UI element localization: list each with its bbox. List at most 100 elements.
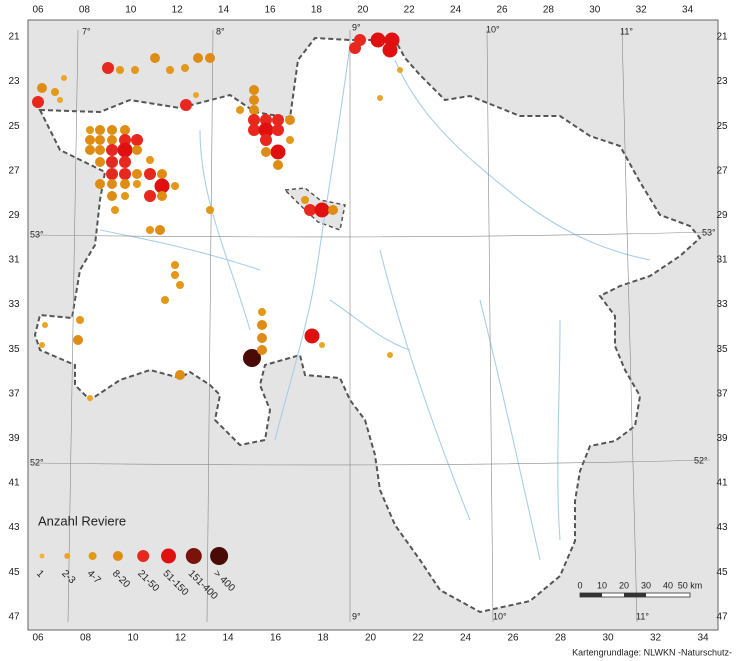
occurrence-dot (76, 316, 84, 324)
occurrence-dot (155, 225, 165, 235)
occurrence-dot (119, 168, 131, 180)
occurrence-dot (272, 114, 284, 126)
graticule-label: 8° (216, 26, 225, 36)
occurrence-dot (144, 168, 156, 180)
occurrence-dot (193, 53, 203, 63)
grid-label: 08 (80, 633, 92, 644)
grid-label: 47 (716, 611, 728, 622)
occurrence-dot (260, 114, 272, 126)
occurrence-dot (181, 64, 189, 72)
grid-label: 29 (8, 210, 20, 221)
occurrence-dot (387, 352, 393, 358)
grid-label: 16 (264, 5, 276, 16)
occurrence-dot (157, 169, 167, 179)
occurrence-dot (257, 345, 267, 355)
scale-label: 30 (641, 580, 651, 590)
occurrence-dot (261, 147, 271, 157)
occurrence-dot (132, 145, 142, 155)
graticule-label: 53° (30, 229, 44, 239)
occurrence-dot (206, 206, 214, 214)
graticule-label: 53° (702, 227, 716, 237)
graticule-label: 52° (30, 457, 44, 467)
occurrence-dot (161, 296, 169, 304)
occurrence-dot (95, 135, 105, 145)
legend-symbol (39, 553, 45, 559)
occurrence-dot (95, 157, 105, 167)
grid-label: 25 (8, 121, 20, 132)
grid-label: 21 (716, 32, 728, 43)
credit: Kartengrundlage: NLWKN -Naturschutz- (572, 647, 732, 657)
occurrence-dot (258, 308, 266, 316)
grid-label: 35 (716, 344, 728, 355)
graticule (34, 29, 711, 623)
grid-label: 33 (716, 299, 728, 310)
occurrence-dot (133, 180, 141, 188)
occurrence-dot (377, 95, 383, 101)
occurrence-dot (107, 179, 117, 189)
occurrence-dot (111, 206, 119, 214)
occurrence-dot (95, 179, 105, 189)
occurrence-dot (116, 66, 124, 74)
grid-label: 16 (270, 633, 282, 644)
occurrence-dot (106, 144, 118, 156)
grid-label: 21 (8, 32, 20, 43)
occurrence-dot (73, 335, 83, 345)
occurrence-dot (102, 62, 114, 74)
occurrence-dot (171, 261, 179, 269)
occurrence-dot (42, 322, 48, 328)
occurrence-dot (132, 169, 142, 179)
occurrence-dot (349, 42, 361, 54)
grid-label: 23 (716, 76, 728, 87)
occurrence-dot (154, 178, 170, 194)
occurrence-dot (304, 204, 316, 216)
occurrence-dot (87, 395, 93, 401)
occurrence-dot (131, 66, 139, 74)
grid-label: 22 (404, 5, 416, 16)
legend-symbol (112, 551, 123, 561)
rivers (99, 44, 651, 561)
occurrence-dot (106, 168, 118, 180)
grid-label: 29 (716, 210, 728, 221)
occurrence-dot (180, 99, 192, 111)
occurrence-dot (107, 125, 117, 135)
grid-label: 31 (716, 255, 728, 266)
grid-label: 28 (543, 5, 555, 16)
grid-label: 23 (8, 76, 20, 87)
legend-symbol (88, 552, 97, 560)
grid-label: 37 (716, 388, 728, 399)
grid-label: 32 (636, 5, 648, 16)
occurrence-dot (119, 156, 131, 168)
legend-symbol (64, 553, 71, 559)
grid-label: 45 (8, 567, 20, 578)
occurrence-dot (249, 85, 259, 95)
occurrence-dot (175, 370, 185, 380)
occurrence-dot (121, 192, 129, 200)
grid-label: 33 (8, 299, 20, 310)
grid-label: 24 (460, 633, 472, 644)
grid-label: 31 (8, 255, 20, 266)
occurrence-dot (270, 144, 286, 160)
scale-bar (579, 592, 691, 598)
occurrence-dot (257, 320, 267, 330)
occurrence-dot (144, 190, 156, 202)
occurrence-dot (248, 124, 260, 136)
grid-label: 32 (650, 633, 662, 644)
grid-label: 10 (125, 5, 137, 16)
legend-symbol (161, 548, 176, 564)
grid-label: 30 (602, 633, 614, 644)
occurrence-dot (397, 67, 403, 73)
scale-label: 10 (597, 580, 607, 590)
graticule-label: 10° (486, 24, 500, 34)
graticule-label: 11° (620, 26, 633, 36)
occurrence-dot (193, 92, 199, 98)
grid-label: 41 (8, 478, 20, 489)
grid-label: 14 (222, 633, 234, 644)
occurrence-dot (314, 202, 330, 218)
occurrence-dot (249, 105, 259, 115)
grid-label: 10 (127, 633, 139, 644)
occurrence-dot (205, 53, 215, 63)
occurrence-dot (107, 191, 117, 201)
occurrence-dot (51, 88, 59, 96)
occurrence-dot (85, 145, 95, 155)
